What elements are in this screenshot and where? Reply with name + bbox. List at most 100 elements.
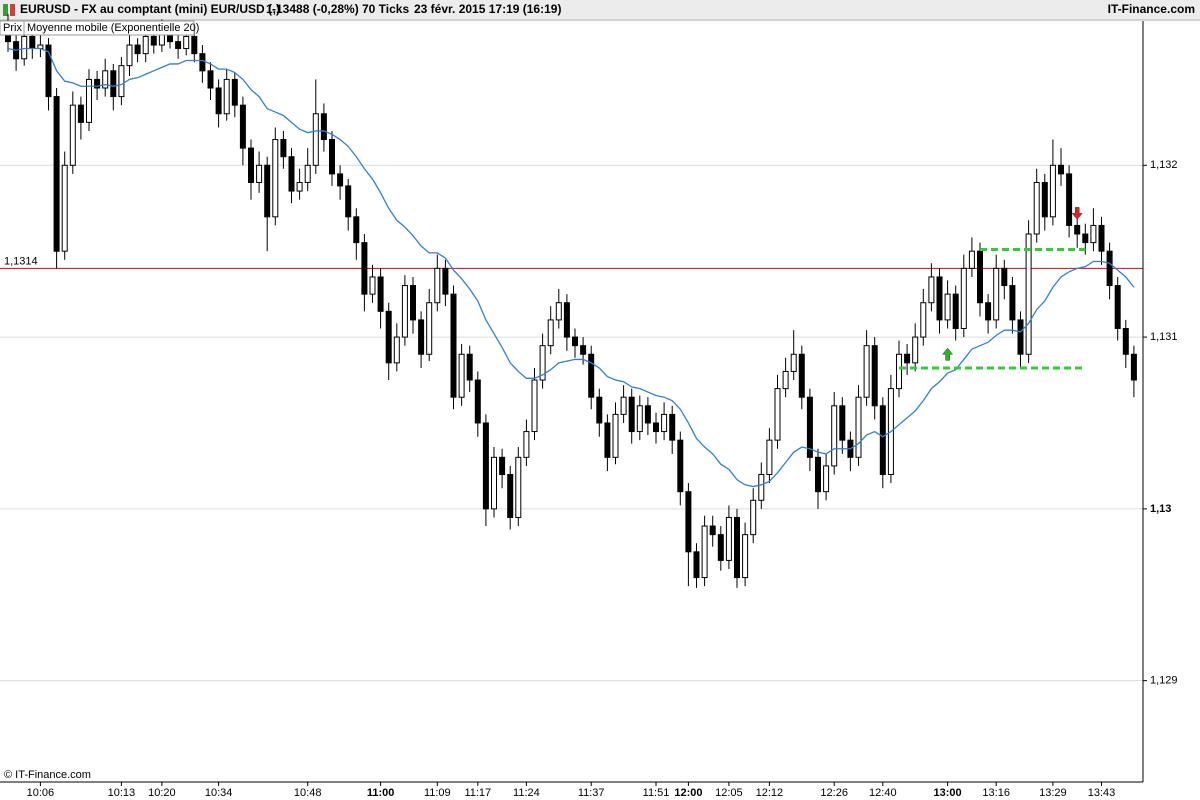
y-tick-label: 1,131: [1150, 331, 1178, 343]
candle-body: [1090, 224, 1097, 244]
candle-body: [709, 525, 716, 536]
candle-body: [401, 285, 408, 338]
x-tick-label: 10:13: [108, 787, 136, 799]
candle-body: [766, 439, 773, 476]
x-tick-label: 11:09: [424, 787, 451, 799]
candle-body: [677, 439, 684, 493]
y-tick-label: 1,13: [1150, 503, 1171, 515]
candle-body: [985, 302, 992, 321]
candle-body: [839, 405, 846, 441]
candle-body: [806, 396, 813, 458]
candle-body: [410, 285, 416, 321]
candle-body: [1041, 181, 1048, 218]
candle-body: [928, 276, 935, 304]
date: 23 févr. 2015 17:19 (16:19): [414, 2, 561, 16]
candle-body: [960, 267, 967, 329]
instrument: EURUSD - FX au comptant (mini) EUR/USD (…: [20, 2, 280, 16]
candle-body: [199, 53, 206, 72]
candle-body: [223, 78, 230, 115]
candle-body: [531, 379, 538, 433]
candle-body: [1049, 164, 1056, 218]
candle-body: [879, 405, 886, 476]
candle-body: [1025, 233, 1032, 355]
candle-body: [823, 465, 830, 493]
candle-body: [636, 405, 643, 433]
candle-body: [734, 516, 740, 579]
candle-body: [896, 353, 902, 390]
x-tick-label: 12:05: [715, 787, 743, 799]
x-tick-label: 11:00: [367, 787, 395, 799]
candle-body: [1074, 224, 1081, 235]
candle-body: [239, 104, 246, 149]
candle-body: [604, 422, 611, 458]
x-tick-label: 10:48: [294, 787, 322, 799]
candle-body: [920, 302, 927, 338]
candle-body: [142, 35, 149, 55]
candle-body: [596, 396, 603, 424]
header-icon[interactable]: [3, 4, 8, 16]
candle-body: [774, 388, 781, 441]
candle-body: [69, 104, 76, 166]
candle-body: [798, 353, 805, 398]
candle-body: [264, 164, 271, 218]
candle-body: [717, 534, 724, 561]
y-tick-label: 1,132: [1150, 159, 1178, 171]
x-tick-label: 12:26: [820, 787, 848, 799]
candle-body: [815, 456, 821, 493]
candle-body: [563, 302, 570, 338]
candle-body: [418, 319, 425, 355]
x-tick-label: 11:51: [643, 787, 670, 799]
candle-body: [750, 499, 757, 536]
candle-body: [491, 456, 497, 510]
x-tick-label: 10:06: [27, 787, 55, 799]
y-tick-label: 1,129: [1150, 675, 1178, 687]
candle-body: [296, 181, 303, 192]
candle-body: [426, 302, 433, 355]
candle-body: [215, 87, 222, 115]
candle-body: [644, 405, 651, 424]
header-icon[interactable]: [10, 4, 15, 16]
candle-body: [1114, 285, 1121, 329]
candle-body: [482, 422, 489, 510]
x-tick-label: 11:37: [578, 787, 605, 799]
copyright: © IT-Finance.com: [4, 769, 91, 781]
header-bar: [0, 0, 1200, 20]
last-price: 1,13488 (-0,28%): [266, 2, 359, 16]
candle-body: [1066, 173, 1073, 226]
candle-body: [126, 44, 133, 67]
candle-body: [936, 276, 943, 321]
candle-body: [863, 345, 870, 398]
candle-body: [628, 396, 635, 433]
brand: IT-Finance.com: [1108, 2, 1195, 16]
candle-body: [685, 491, 692, 553]
candle-body: [102, 70, 109, 89]
candle-body: [782, 370, 789, 390]
candle-body: [1017, 319, 1024, 355]
candle-body: [288, 156, 295, 192]
candle-body: [912, 336, 919, 364]
candle-body: [588, 353, 595, 398]
candle-body: [1058, 164, 1064, 175]
x-tick-label: 13:16: [982, 787, 1010, 799]
candle-body: [968, 250, 975, 269]
candle-body: [248, 147, 254, 183]
candle-body: [701, 525, 708, 579]
moving-average-line: [7, 47, 1135, 488]
candle-body: [94, 78, 101, 89]
candle-body: [329, 139, 335, 175]
candle-body: [377, 276, 384, 312]
candle-body: [369, 276, 376, 295]
candle-body: [312, 113, 319, 166]
candle-body: [944, 293, 951, 321]
candle-body: [231, 78, 238, 106]
candle-body: [304, 164, 311, 183]
candle-body: [150, 35, 157, 46]
candle-body: [831, 405, 838, 467]
candle-body: [393, 336, 400, 364]
x-tick-label: 12:12: [756, 787, 784, 799]
candle-body: [580, 345, 587, 355]
candle-body: [742, 534, 749, 579]
legend-entry: Prix: [3, 22, 22, 34]
x-tick-label: 10:20: [148, 787, 176, 799]
